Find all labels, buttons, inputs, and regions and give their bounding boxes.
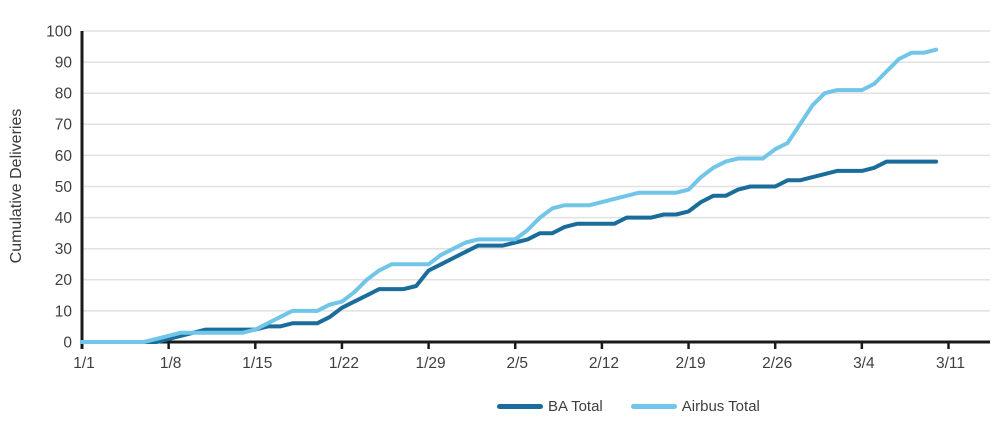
x-tick-label-2/12: 2/12 — [589, 355, 619, 372]
x-tick-label-2/5: 2/5 — [506, 355, 528, 372]
x-tick-label-1/1: 1/1 — [73, 355, 95, 372]
x-tick-label-3/4: 3/4 — [853, 355, 875, 372]
series-line-ba-total — [80, 159, 939, 344]
y-tick-label-20: 20 — [55, 272, 73, 289]
x-tick-label-3/11: 3/11 — [936, 355, 965, 372]
legend-label-ba-total: BA Total — [548, 398, 603, 415]
legend-label-airbus-total: Airbus Total — [681, 398, 760, 415]
y-tick-label-40: 40 — [55, 210, 73, 227]
x-tick-label-1/15: 1/15 — [242, 355, 272, 372]
legend-item-ba-total: BA Total — [497, 399, 603, 414]
y-tick-label-90: 90 — [55, 55, 73, 72]
y-tick-label-30: 30 — [55, 241, 73, 258]
legend-item-airbus-total: Airbus Total — [630, 398, 760, 415]
x-tick-label-2/26: 2/26 — [762, 355, 792, 372]
plot-area: 0 10 20 30 40 50 60 70 80 90 100 1/1 1/8 1/15 1/22 1/29… — [46, 23, 990, 372]
y-tick-label-80: 80 — [55, 86, 73, 103]
y-tick-label-70: 70 — [55, 117, 73, 134]
x-tick-label-1/22: 1/22 — [329, 355, 359, 372]
x-tick-label-1/29: 1/29 — [416, 355, 446, 372]
series-line-airbus-total — [80, 47, 939, 344]
y-tick-label-10: 10 — [55, 303, 73, 320]
airbus-total-line-swatch — [630, 404, 677, 409]
y-tick-label-50: 50 — [55, 179, 73, 196]
y-tick-label-60: 60 — [55, 148, 73, 165]
y-tick-label-0: 0 — [63, 334, 72, 351]
x-tick-label-1/8: 1/8 — [160, 355, 182, 372]
y-tick-label-100: 100 — [46, 23, 72, 40]
x-tick-label-2/19: 2/19 — [675, 355, 705, 372]
legend: BA Total Airbus Total — [497, 399, 760, 414]
ba-total-line-swatch — [497, 404, 543, 409]
